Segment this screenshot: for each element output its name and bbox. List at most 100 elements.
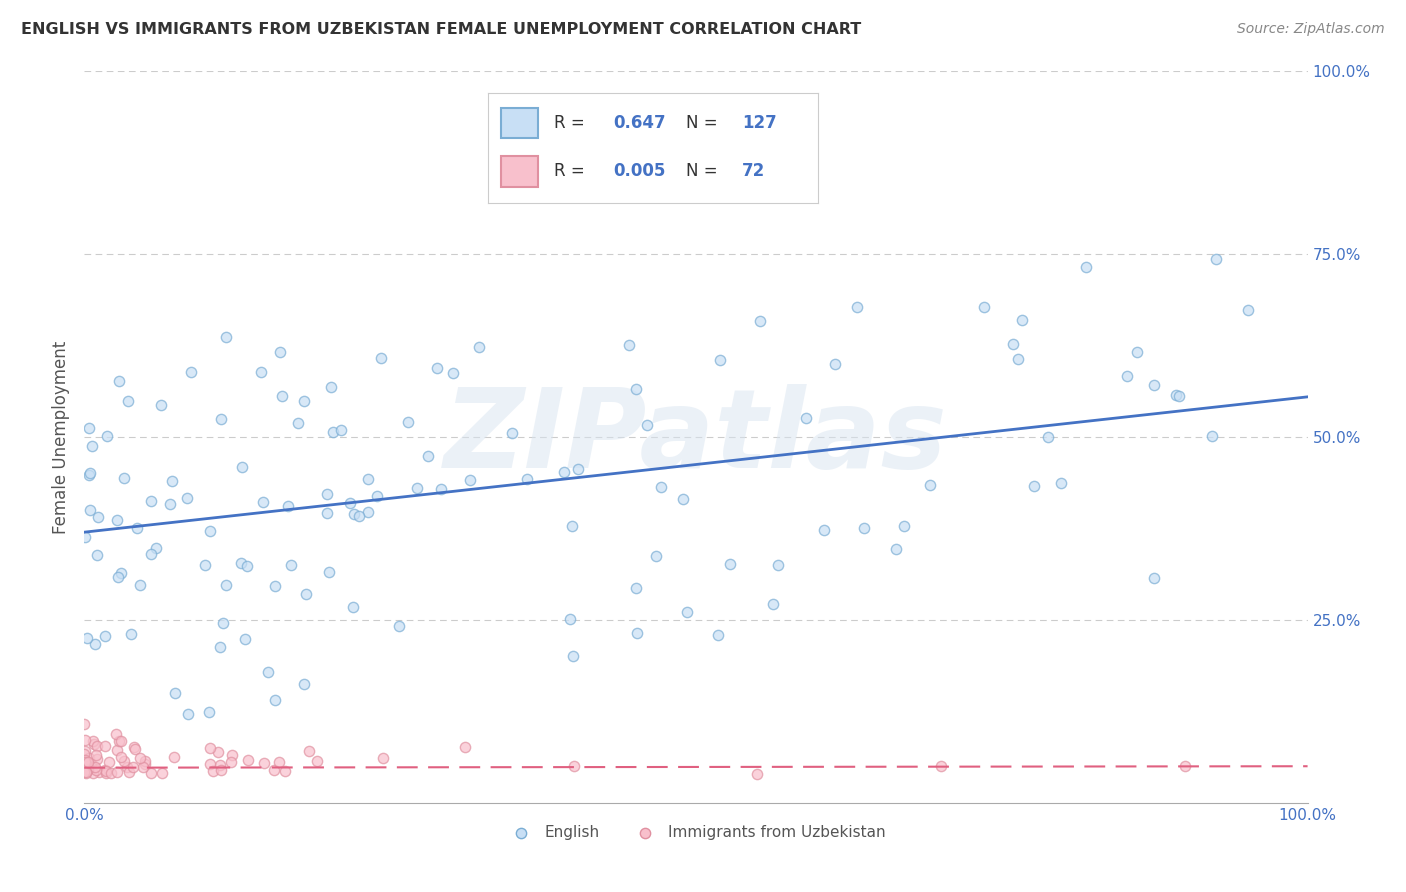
Point xyxy=(929,759,952,773)
Point xyxy=(263,693,285,707)
Point xyxy=(75,744,97,758)
Point xyxy=(100,766,122,780)
Point xyxy=(267,756,290,770)
Point xyxy=(568,170,591,185)
Point xyxy=(893,518,915,533)
Point xyxy=(82,766,104,780)
Point xyxy=(553,466,575,480)
Point xyxy=(84,760,107,774)
Point xyxy=(73,747,96,761)
Point xyxy=(269,345,291,359)
Point xyxy=(105,743,128,757)
Point xyxy=(139,766,162,780)
Point xyxy=(120,627,142,641)
Point xyxy=(76,631,98,645)
Point xyxy=(1001,336,1024,351)
Text: ZIPatlas: ZIPatlas xyxy=(444,384,948,491)
Point xyxy=(1168,389,1191,403)
Point xyxy=(80,756,103,771)
Point xyxy=(159,497,181,511)
Point xyxy=(405,481,427,495)
Point xyxy=(108,374,131,388)
Point xyxy=(73,764,96,778)
Point xyxy=(94,763,117,777)
Point xyxy=(561,518,583,533)
Point xyxy=(1049,476,1071,491)
Point xyxy=(212,615,235,630)
Point xyxy=(124,742,146,756)
Point xyxy=(454,740,477,755)
Point xyxy=(129,750,152,764)
Point xyxy=(75,766,97,780)
Point xyxy=(221,747,243,762)
Point xyxy=(1024,478,1046,492)
Legend: English, Immigrants from Uzbekistan: English, Immigrants from Uzbekistan xyxy=(501,819,891,847)
Point xyxy=(73,717,96,731)
Point xyxy=(112,755,135,769)
Point xyxy=(77,420,100,434)
Point xyxy=(1011,313,1033,327)
Point xyxy=(274,764,297,779)
Point xyxy=(645,549,668,564)
Point xyxy=(516,472,538,486)
Point xyxy=(96,429,118,443)
Point xyxy=(675,605,697,619)
Point xyxy=(209,640,232,654)
Point xyxy=(110,749,132,764)
Point xyxy=(87,510,110,524)
Point xyxy=(73,753,96,767)
Point xyxy=(134,754,156,768)
Point xyxy=(84,748,107,763)
Point xyxy=(357,472,380,486)
Point xyxy=(252,495,274,509)
Point xyxy=(110,566,132,580)
Point xyxy=(76,758,98,772)
Point xyxy=(129,578,152,592)
Point xyxy=(650,480,672,494)
Point xyxy=(319,380,342,394)
Point xyxy=(718,557,741,571)
Point xyxy=(316,506,339,520)
Point xyxy=(235,632,257,647)
Point xyxy=(918,477,941,491)
Point xyxy=(339,496,361,510)
Point xyxy=(794,411,817,425)
Point xyxy=(884,541,907,556)
Point xyxy=(122,760,145,774)
Point xyxy=(176,706,198,721)
Point xyxy=(253,756,276,771)
Point xyxy=(1116,368,1139,383)
Point xyxy=(200,756,222,771)
Point xyxy=(1036,430,1059,444)
Point xyxy=(124,739,146,754)
Point xyxy=(108,734,131,748)
Point xyxy=(83,737,105,751)
Point xyxy=(1143,378,1166,392)
Point xyxy=(197,706,219,720)
Point xyxy=(305,754,328,768)
Point xyxy=(93,629,115,643)
Point xyxy=(366,489,388,503)
Point xyxy=(86,548,108,562)
Point xyxy=(77,762,100,776)
Point xyxy=(215,330,238,344)
Point xyxy=(1164,388,1187,402)
Point xyxy=(329,423,352,437)
Point xyxy=(117,760,139,774)
Point xyxy=(208,758,231,772)
Point xyxy=(84,637,107,651)
Point xyxy=(73,763,96,777)
Point xyxy=(209,763,232,777)
Point xyxy=(294,677,316,691)
Point xyxy=(134,756,156,771)
Point xyxy=(287,416,309,430)
Point xyxy=(441,366,464,380)
Point xyxy=(75,530,97,544)
Point xyxy=(749,314,772,328)
Point xyxy=(176,491,198,505)
Point xyxy=(371,751,394,765)
Point xyxy=(112,471,135,485)
Point xyxy=(149,398,172,412)
Point xyxy=(460,473,482,487)
Point xyxy=(271,389,294,403)
